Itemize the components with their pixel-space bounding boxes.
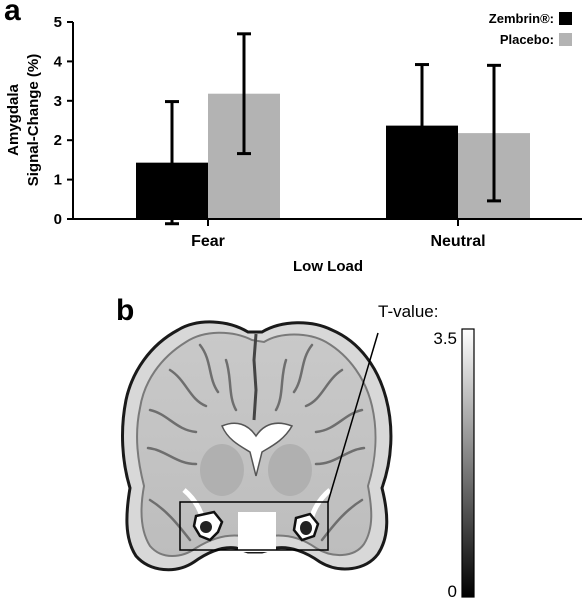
midline-notch — [238, 512, 276, 552]
legend-label-zembrin: Zembrin®: — [489, 11, 554, 26]
y-ticks: 0 1 2 3 4 5 — [54, 14, 73, 228]
sulci — [146, 343, 366, 542]
x-category-label: Fear — [191, 233, 225, 250]
pointer-line — [327, 332, 379, 503]
roi-box — [179, 501, 329, 551]
panel-a-letter: a — [4, 0, 21, 27]
y-tick-label: 0 — [54, 211, 62, 228]
y-tick-label: 2 — [54, 132, 62, 149]
y-tick-label: 5 — [54, 14, 62, 31]
error-bar — [415, 63, 429, 189]
legend-swatch-placebo — [559, 33, 572, 46]
x-categories: Fear Neutral — [191, 219, 486, 250]
y-tick-label: 4 — [54, 53, 63, 70]
right-amygdala-core — [300, 521, 312, 535]
colorbar: T-value: 3.5 0 — [378, 302, 475, 600]
longitudinal-fissure — [252, 333, 258, 421]
error-bar — [165, 100, 179, 226]
error-bar — [487, 63, 501, 203]
bar-chart: Amygdala Signal-Change (%) 0 1 2 3 4 5 Fear Ne… — [5, 11, 582, 275]
legend-label-placebo: Placebo: — [500, 32, 554, 47]
left-basal-ganglia — [200, 444, 244, 496]
legend-swatch-zembrin — [559, 12, 572, 25]
colorbar-max-label: 3.5 — [433, 329, 457, 348]
colorbar-min-label: 0 — [448, 582, 457, 600]
ylabel-line2: Signal-Change (%) — [25, 54, 42, 187]
colorbar-title: T-value: — [378, 302, 438, 321]
colorbar-gradient — [461, 328, 475, 598]
left-amygdala-core — [200, 521, 212, 533]
y-tick-label: 1 — [54, 172, 62, 189]
error-bar — [237, 32, 251, 156]
bars — [136, 93, 530, 219]
legend: Zembrin®: Placebo: — [489, 11, 572, 47]
right-basal-ganglia — [268, 444, 312, 496]
brain-image — [121, 320, 393, 572]
panel-b-letter: b — [116, 294, 135, 327]
x-category-label: Neutral — [430, 233, 485, 250]
xlabel: Low Load — [293, 258, 363, 275]
lateral-ventricles — [221, 422, 294, 477]
ylabel-line1: Amygdala — [5, 84, 22, 156]
y-tick-label: 3 — [54, 93, 62, 110]
error-bars — [165, 32, 501, 226]
